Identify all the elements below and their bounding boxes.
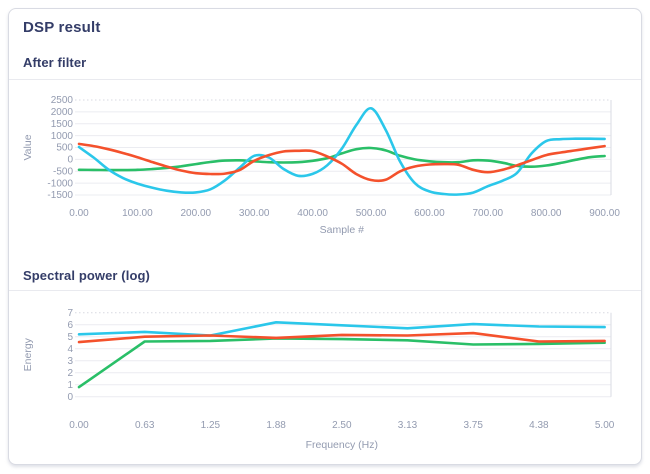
y-tick-label: 2000 (51, 107, 74, 118)
series-line-red (77, 331, 606, 344)
series-line-red (77, 142, 606, 183)
series-line-green (77, 337, 606, 389)
y-tick-label: -1000 (47, 178, 73, 189)
x-tick-label: 400.00 (297, 208, 328, 219)
section-divider (9, 290, 641, 291)
page-title: DSP result (23, 19, 101, 36)
y-tick-label: 1 (67, 380, 73, 391)
y-tick-label: 2 (67, 368, 73, 379)
y-tick-label: 5 (67, 332, 73, 343)
y-axis-title: Value (22, 134, 34, 160)
dsp-result-card: DSP result After filter 2500 2000 1500 1000… (8, 8, 642, 465)
y-tick-label: 1500 (51, 119, 74, 130)
y-tick-label: 7 (67, 308, 73, 319)
x-axis-title: Sample # (320, 224, 365, 236)
section-divider (9, 79, 641, 80)
y-tick-label: 500 (56, 143, 73, 154)
y-tick-label: 6 (67, 320, 73, 331)
y-tick-label: 3 (67, 356, 73, 367)
x-tick-label: 600.00 (414, 208, 445, 219)
x-axis-title: Frequency (Hz) (306, 439, 378, 451)
x-tick-label: 4.38 (529, 420, 549, 431)
series-line-cyan (77, 321, 606, 337)
x-tick-label: 700.00 (473, 208, 504, 219)
x-tick-label: 200.00 (181, 208, 212, 219)
y-tick-label: 0 (67, 392, 73, 403)
section-title-spectral-power: Spectral power (log) (23, 268, 150, 283)
y-tick-label: 1000 (51, 131, 74, 142)
x-tick-label: 0.00 (69, 420, 89, 431)
y-axis-title: Energy (22, 337, 34, 371)
x-tick-label: 0.63 (135, 420, 155, 431)
x-tick-label: 0.00 (69, 208, 89, 219)
x-tick-label: 2.50 (332, 420, 352, 431)
x-tick-label: 3.75 (463, 420, 483, 431)
y-tick-label: 2500 (51, 95, 74, 106)
x-tick-label: 300.00 (239, 208, 270, 219)
x-tick-label: 100.00 (122, 208, 153, 219)
section-title-after-filter: After filter (23, 55, 87, 70)
x-tick-label: 3.13 (398, 420, 418, 431)
y-tick-label: 0 (67, 155, 73, 166)
y-tick-label: 4 (67, 344, 73, 355)
x-tick-label: 5.00 (595, 420, 615, 431)
series-line-cyan (77, 107, 606, 196)
x-tick-label: 500.00 (356, 208, 387, 219)
x-tick-label: 1.25 (201, 420, 221, 431)
y-tick-label: -1500 (47, 190, 73, 201)
x-tick-label: 1.88 (266, 420, 286, 431)
x-tick-label: 900.00 (589, 208, 620, 219)
x-tick-label: 800.00 (531, 208, 562, 219)
y-tick-label: -500 (53, 166, 73, 177)
